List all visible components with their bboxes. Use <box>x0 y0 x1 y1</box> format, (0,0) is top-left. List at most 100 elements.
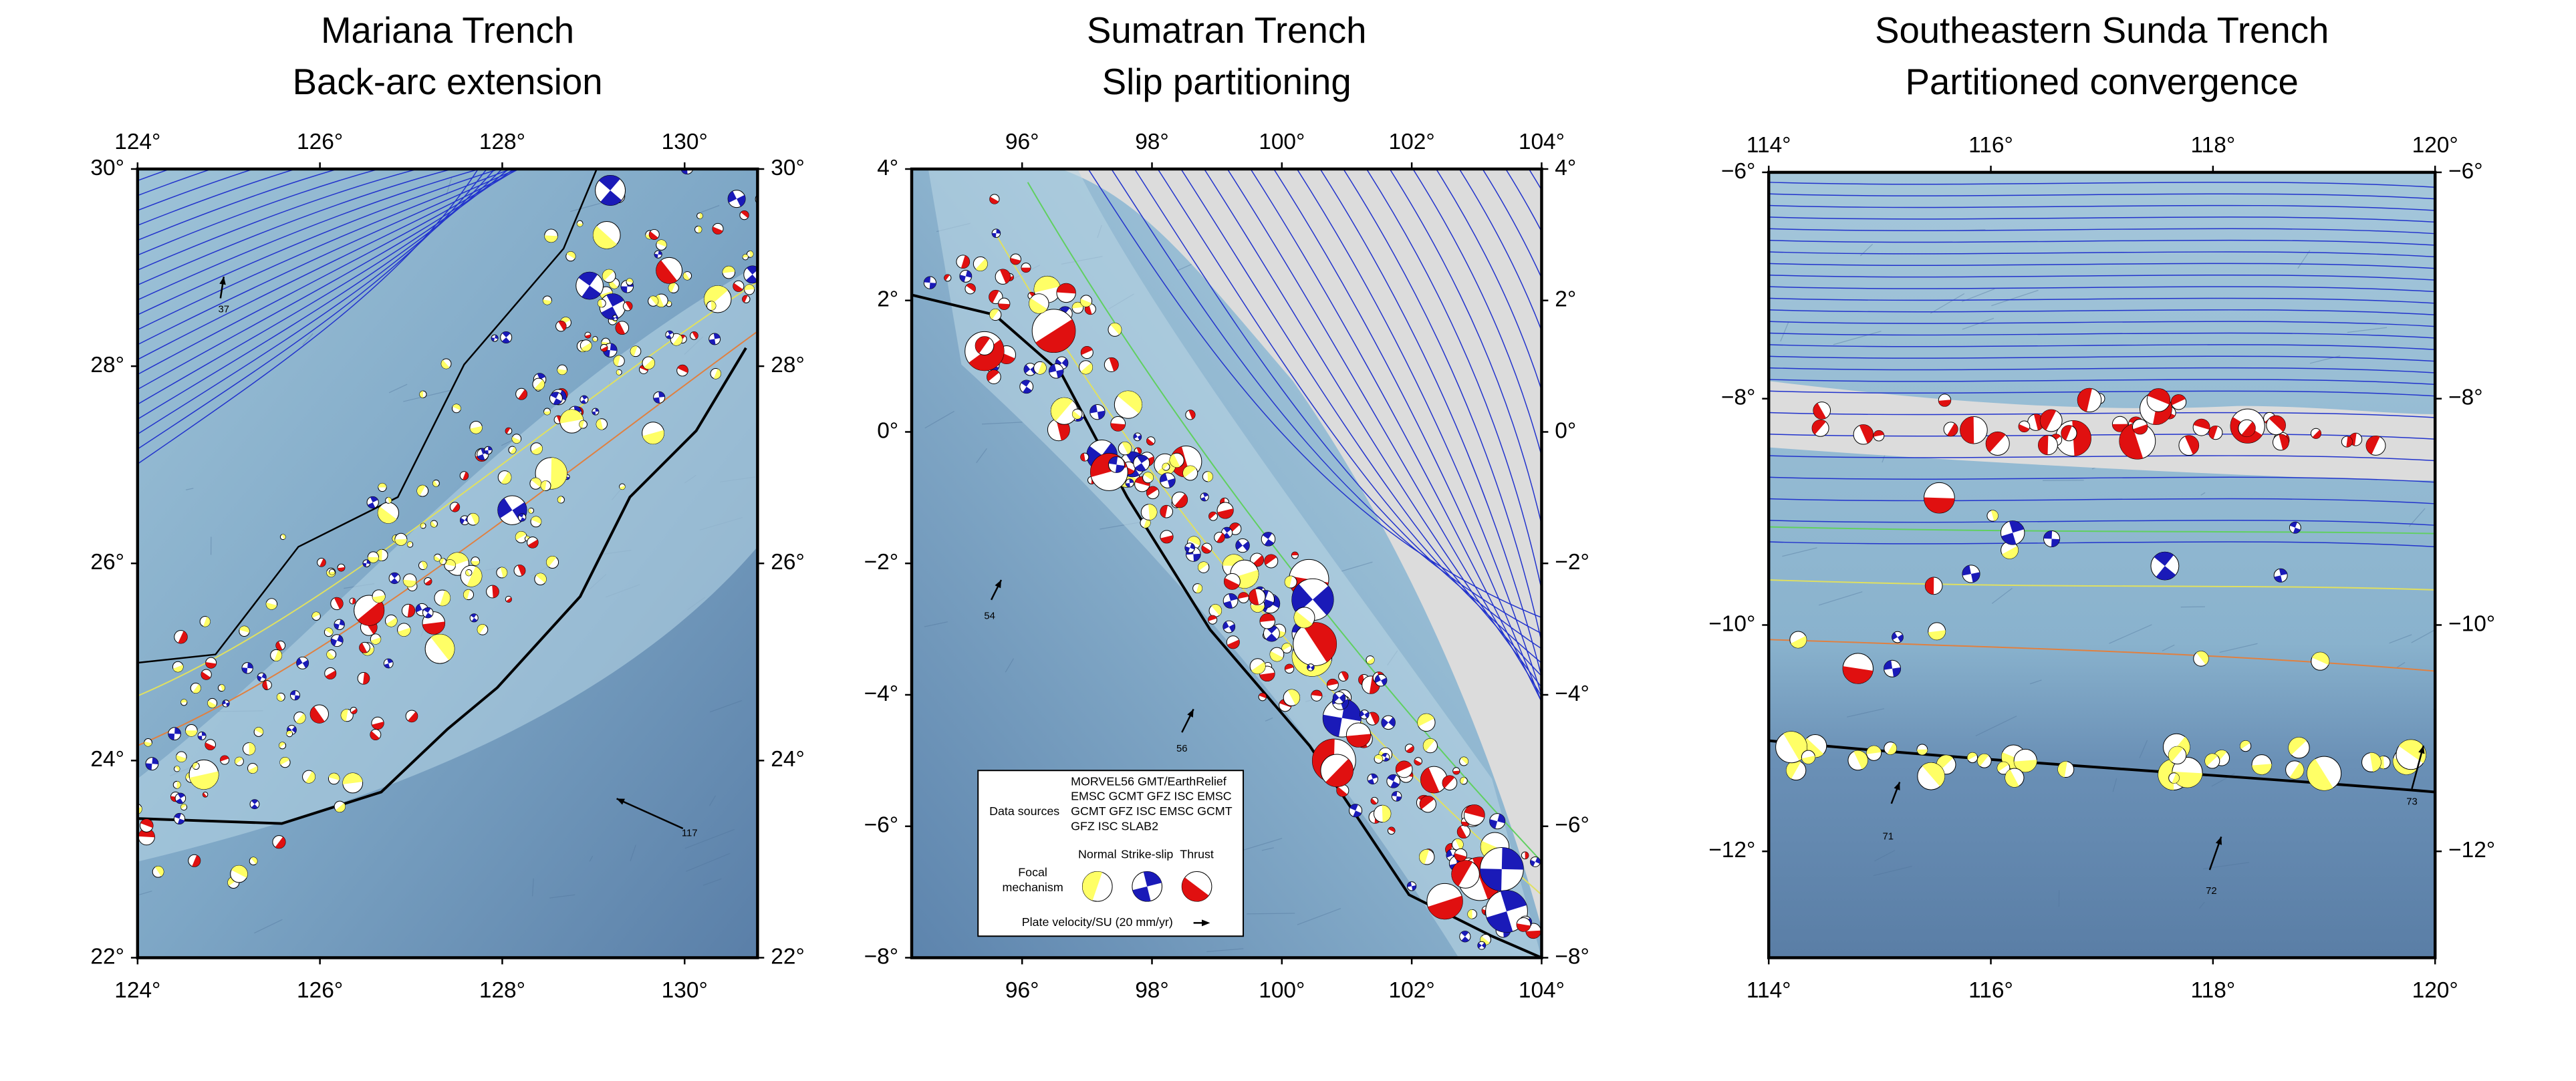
focal-half <box>2172 773 2180 784</box>
focal-half <box>281 534 286 540</box>
arrow-head <box>2215 836 2222 845</box>
seafloor-texture <box>1991 587 2013 604</box>
seafloor-texture <box>1961 288 1995 303</box>
velocity-label: 56 <box>1176 744 1188 754</box>
focal-half <box>1224 578 1240 590</box>
legend-label: Data sources <box>989 804 1059 818</box>
focal-half <box>440 590 450 606</box>
y-tick-label: 26° <box>771 550 805 575</box>
focal-half <box>1887 742 1897 755</box>
focal-half <box>2346 436 2353 448</box>
focal-quadrant <box>1323 699 1362 737</box>
focal-half <box>254 727 263 734</box>
focal-half <box>1414 759 1422 766</box>
focal-half <box>758 257 775 275</box>
x-tick-label: 116° <box>1968 133 2013 158</box>
focal-half <box>581 342 592 351</box>
focal-half <box>1960 416 1974 444</box>
legend-source: GFZ ISC SLAB2 <box>1071 819 1158 832</box>
focal-half <box>1035 319 1075 353</box>
arrow-head <box>995 580 1001 589</box>
x-tick-label: 100° <box>1259 978 1305 1003</box>
focal-half <box>712 226 723 235</box>
slab-contour <box>1769 182 2436 188</box>
focal-half <box>1325 758 1354 787</box>
x-tick-label: 128° <box>479 130 525 154</box>
focal-half <box>2240 740 2250 750</box>
arrow-head <box>1894 782 1900 790</box>
seafloor-texture <box>2297 250 2311 269</box>
focal-half <box>1281 643 1291 651</box>
x-tick-label: 116° <box>1968 978 2013 1003</box>
focal-half <box>477 624 486 634</box>
focal-half <box>541 480 547 491</box>
focal-half <box>626 279 634 283</box>
focal-half <box>430 634 455 661</box>
focal-quadrant <box>603 343 618 357</box>
focal-half <box>558 321 567 331</box>
seafloor-texture <box>709 795 717 806</box>
focal-half <box>2241 422 2256 437</box>
legend-mechanism: Strike-slip <box>1121 847 1173 861</box>
focal-half <box>527 539 539 549</box>
x-tick-label: 126° <box>297 130 343 154</box>
slab-contour <box>1769 390 2436 397</box>
focal-half <box>749 251 753 258</box>
focal-half <box>505 428 511 434</box>
focal-half <box>444 559 456 567</box>
x-tick-label: 120° <box>2412 133 2458 158</box>
focal-half <box>642 430 664 444</box>
focal-quadrant <box>728 191 746 207</box>
focal-quadrant <box>1368 774 1378 784</box>
slab-contour <box>1027 182 1542 863</box>
seafloor-texture <box>1297 908 1341 925</box>
land <box>1061 168 1542 928</box>
focal-half <box>1294 611 1313 628</box>
focal-half <box>1196 583 1202 593</box>
focal-quadrant <box>924 277 936 289</box>
focal-half <box>328 773 340 780</box>
x-tick-label: 130° <box>662 130 708 154</box>
focal-half <box>1423 738 1435 752</box>
focal-half <box>220 755 229 762</box>
focal-half <box>1916 749 1928 755</box>
focal-half <box>616 321 626 335</box>
focal-half <box>711 301 716 311</box>
focal-half <box>1420 796 1434 810</box>
focal-half <box>1136 448 1142 455</box>
focal-half <box>1388 827 1396 832</box>
seafloor-texture <box>1005 658 1015 673</box>
focal-quadrant <box>198 732 207 740</box>
focal-mechanism <box>731 158 740 167</box>
focal-half <box>2288 737 2307 755</box>
x-tick-label: 100° <box>1259 130 1305 154</box>
slab-contour <box>137 168 520 360</box>
focal-half <box>434 555 441 561</box>
focal-half <box>235 757 243 764</box>
focal-half <box>551 457 567 490</box>
focal-half <box>598 299 603 307</box>
slab-contour <box>1435 168 1542 392</box>
focal-half <box>601 346 608 351</box>
focal-half <box>465 570 471 576</box>
focal-half <box>189 771 219 790</box>
focal-half <box>593 226 617 249</box>
seafloor-texture <box>1265 718 1273 722</box>
focal-half <box>2208 426 2218 440</box>
focal-quadrant <box>1126 478 1134 488</box>
plate-boundary <box>137 168 598 664</box>
y-tick-label: −2° <box>864 550 899 575</box>
focal-quadrant <box>1307 664 1315 671</box>
focal-quadrant <box>1089 404 1106 420</box>
slab-contour <box>137 168 503 420</box>
focal-quadrant <box>1407 881 1416 891</box>
focal-mechanism <box>758 257 779 278</box>
focal-half <box>2133 424 2148 434</box>
focal-quadrant <box>2274 569 2287 583</box>
focal-half <box>104 800 109 806</box>
focal-half <box>1080 363 1093 374</box>
focal-half <box>531 478 541 488</box>
focal-half <box>1238 592 1249 599</box>
focal-quadrant <box>1049 363 1063 378</box>
y-tick-label: −6° <box>2448 159 2483 184</box>
